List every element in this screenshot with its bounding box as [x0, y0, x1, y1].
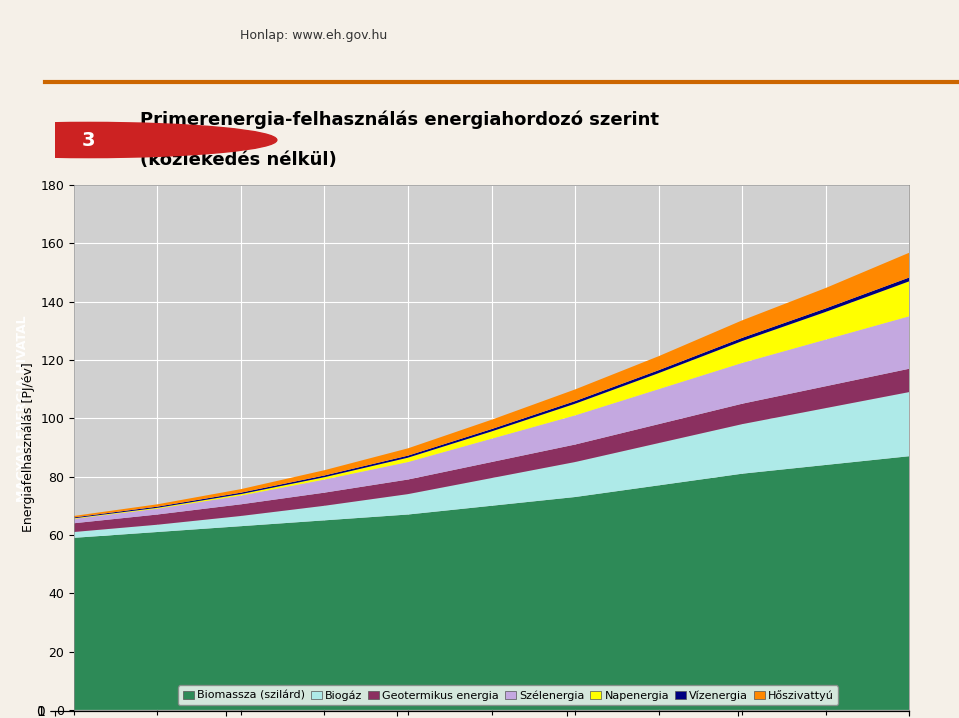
Text: Primerenergia-felhasználás energiahordozó szerint: Primerenergia-felhasználás energiahordoz… [140, 111, 659, 129]
Y-axis label: Energiafelhasználás [PJ/év]: Energiafelhasználás [PJ/év] [22, 363, 35, 532]
Legend: Biomassza (szilárd), Biogáz, Geotermikus energia, Szélenergia, Napenergia, Vízen: Biomassza (szilárd), Biogáz, Geotermikus… [178, 686, 838, 705]
Text: (közlekedés nélkül): (közlekedés nélkül) [140, 151, 337, 169]
Circle shape [0, 122, 277, 157]
Text: 3: 3 [82, 131, 96, 149]
Text: Honlap: www.eh.gov.hu: Honlap: www.eh.gov.hu [240, 29, 387, 42]
Text: MAGYAR ENERGIA HIVATAL: MAGYAR ENERGIA HIVATAL [16, 316, 29, 503]
